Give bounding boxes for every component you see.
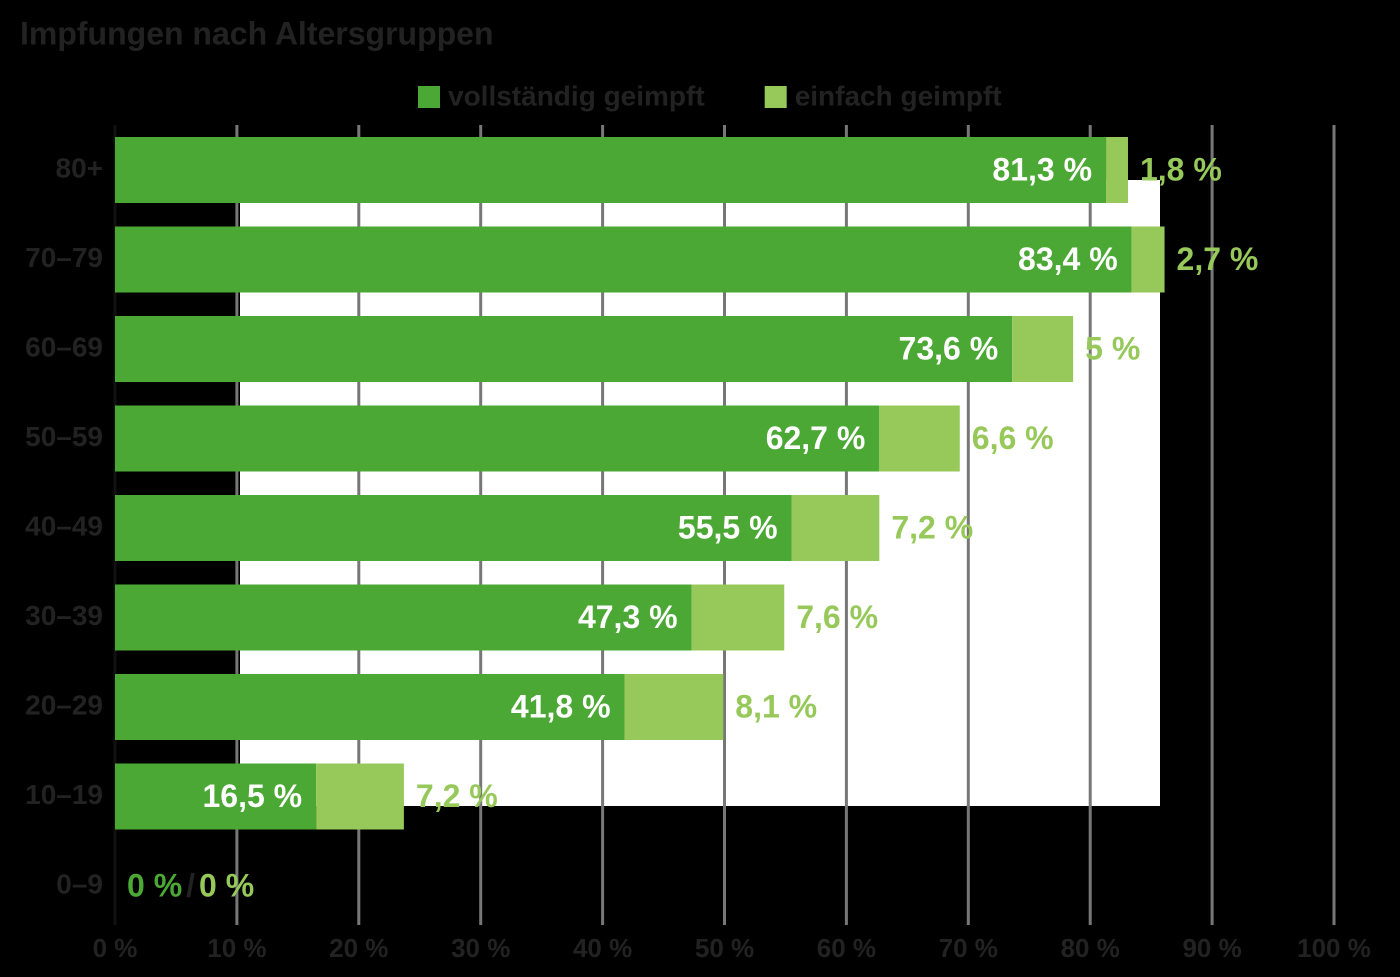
legend-label: einfach geimpft: [795, 80, 1002, 111]
x-tick-label: 80 %: [1061, 933, 1120, 963]
separator: /: [186, 867, 195, 903]
y-tick-label: 80+: [56, 152, 104, 183]
chart-title: Impfungen nach Altersgruppen: [20, 15, 494, 51]
value-label: 0 %: [199, 867, 254, 903]
value-label: 7,2 %: [416, 778, 498, 814]
bar-segment: [1131, 226, 1165, 293]
value-label: 2,7 %: [1177, 241, 1259, 277]
bar-segment: [1106, 137, 1128, 203]
value-label: 5 %: [1085, 330, 1140, 366]
legend-swatch: [418, 86, 440, 108]
x-tick-label: 50 %: [695, 933, 754, 963]
value-label: 6,6 %: [972, 420, 1054, 456]
y-tick-label: 30–39: [25, 600, 103, 631]
x-tick-label: 100 %: [1297, 933, 1371, 963]
x-tick-label: 30 %: [451, 933, 510, 963]
value-label: 0 %: [127, 867, 182, 903]
x-tick-label: 90 %: [1182, 933, 1241, 963]
y-tick-label: 40–49: [25, 510, 103, 541]
value-label: 62,7 %: [766, 420, 866, 456]
value-label: 41,8 %: [511, 688, 611, 724]
x-tick-label: 10 %: [207, 933, 266, 963]
bar-segment: [879, 405, 960, 472]
x-tick-label: 0 %: [93, 933, 138, 963]
value-label: 55,5 %: [678, 509, 778, 545]
value-label: 81,3 %: [992, 151, 1092, 187]
x-tick-label: 60 %: [817, 933, 876, 963]
legend-label: vollständig geimpft: [448, 80, 705, 111]
bar-segment: [791, 495, 880, 561]
y-tick-label: 20–29: [25, 689, 103, 720]
value-label: 16,5 %: [203, 778, 303, 814]
value-label: 7,2 %: [891, 509, 973, 545]
value-label: 83,4 %: [1018, 241, 1118, 277]
bar-segment: [115, 763, 317, 830]
bar-segment: [316, 763, 404, 830]
value-label: 73,6 %: [899, 330, 999, 366]
x-tick-label: 20 %: [329, 933, 388, 963]
legend-swatch: [764, 86, 787, 108]
value-label: 7,6 %: [796, 599, 878, 635]
y-tick-label: 10–19: [25, 779, 103, 810]
bar-segment: [115, 316, 1013, 382]
x-tick-label: 70 %: [939, 933, 998, 963]
bar-segment: [115, 226, 1132, 293]
bar-segment: [1012, 316, 1074, 382]
bar-segment: [115, 674, 625, 740]
x-tick-label: 40 %: [573, 933, 632, 963]
bar-segment: [115, 405, 880, 472]
bar-segment: [624, 674, 724, 740]
value-label: 47,3 %: [578, 599, 678, 635]
value-label: 8,1 %: [735, 688, 817, 724]
y-tick-label: 50–59: [25, 421, 103, 452]
value-label: 1,8 %: [1140, 151, 1222, 187]
bar-segment: [115, 495, 792, 561]
bar-segment: [115, 584, 692, 651]
y-tick-label: 70–79: [25, 242, 103, 273]
bar-segment: [691, 584, 785, 651]
y-tick-label: 60–69: [25, 331, 103, 362]
bar-segment: [115, 137, 1107, 203]
y-tick-label: 0–9: [56, 868, 103, 899]
